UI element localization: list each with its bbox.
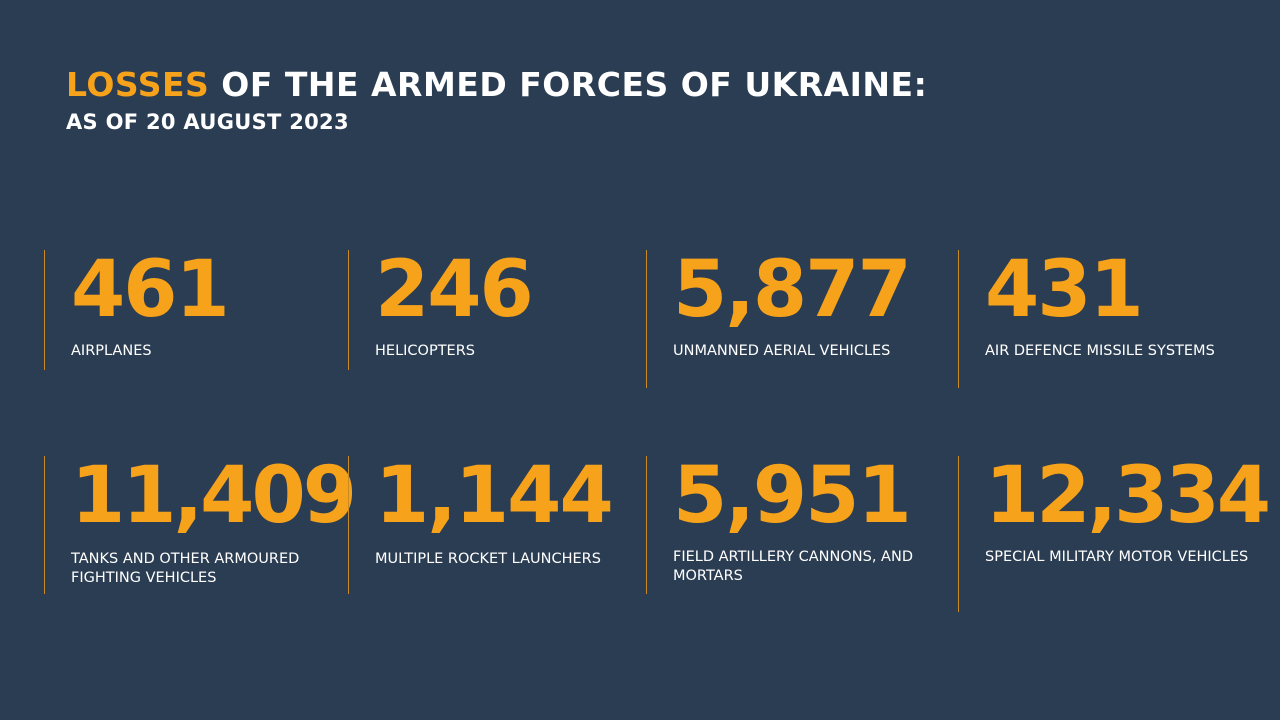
stat-label: TANKS AND OTHER ARMOURED FIGHTING VEHICL… <box>71 551 300 586</box>
stat-label: AIRPLANES <box>71 343 152 359</box>
page-subtitle: AS OF 20 AUGUST 2023 <box>66 110 349 134</box>
stat-label: MULTIPLE ROCKET LAUNCHERS <box>375 551 601 567</box>
title-rest: OF THE ARMED FORCES OF UKRAINE: <box>209 65 928 104</box>
stat-label: AIR DEFENCE MISSILE SYSTEMS <box>985 343 1215 359</box>
stat-value: 5,877 <box>673 245 912 335</box>
stat-tanks: 11,409 TANKS AND OTHER ARMOURED FIGHTING… <box>44 451 357 594</box>
stat-value: 11,409 <box>71 451 357 541</box>
stat-multiple-rocket-launchers: 1,144 MULTIPLE ROCKET LAUNCHERS <box>348 456 638 594</box>
stat-label: UNMANNED AERIAL VEHICLES <box>673 343 891 359</box>
stat-value: 461 <box>71 245 230 335</box>
stat-field-artillery: 5,951 FIELD ARTILLERY CANNONS, AND MORTA… <box>646 456 954 594</box>
header: LOSSES OF THE ARMED FORCES OF UKRAINE: A… <box>66 64 1216 136</box>
stat-label: FIELD ARTILLERY CANNONS, AND MORTARS <box>673 549 913 584</box>
stat-helicopters: 246 HELICOPTERS <box>348 250 638 370</box>
stat-value: 246 <box>375 245 534 335</box>
stat-value: 431 <box>985 245 1144 335</box>
title-accent: LOSSES <box>66 65 210 104</box>
stat-air-defence-missile-systems: 431 AIR DEFENCE MISSILE SYSTEMS <box>958 250 1258 388</box>
stat-label: SPECIAL MILITARY MOTOR VEHICLES <box>985 549 1249 565</box>
stat-label: HELICOPTERS <box>375 343 475 359</box>
stat-value: 1,144 <box>375 451 614 541</box>
stat-value: 5,951 <box>673 451 912 541</box>
page-title: LOSSES OF THE ARMED FORCES OF UKRAINE: <box>66 64 1216 106</box>
stat-value: 12,334 <box>985 451 1271 541</box>
stat-unmanned-aerial-vehicles: 5,877 UNMANNED AERIAL VEHICLES <box>646 250 954 388</box>
stat-special-military-motor-vehicles: 12,334 SPECIAL MILITARY MOTOR VEHICLES <box>958 456 1274 612</box>
stat-airplanes: 461 AIRPLANES <box>44 250 344 370</box>
